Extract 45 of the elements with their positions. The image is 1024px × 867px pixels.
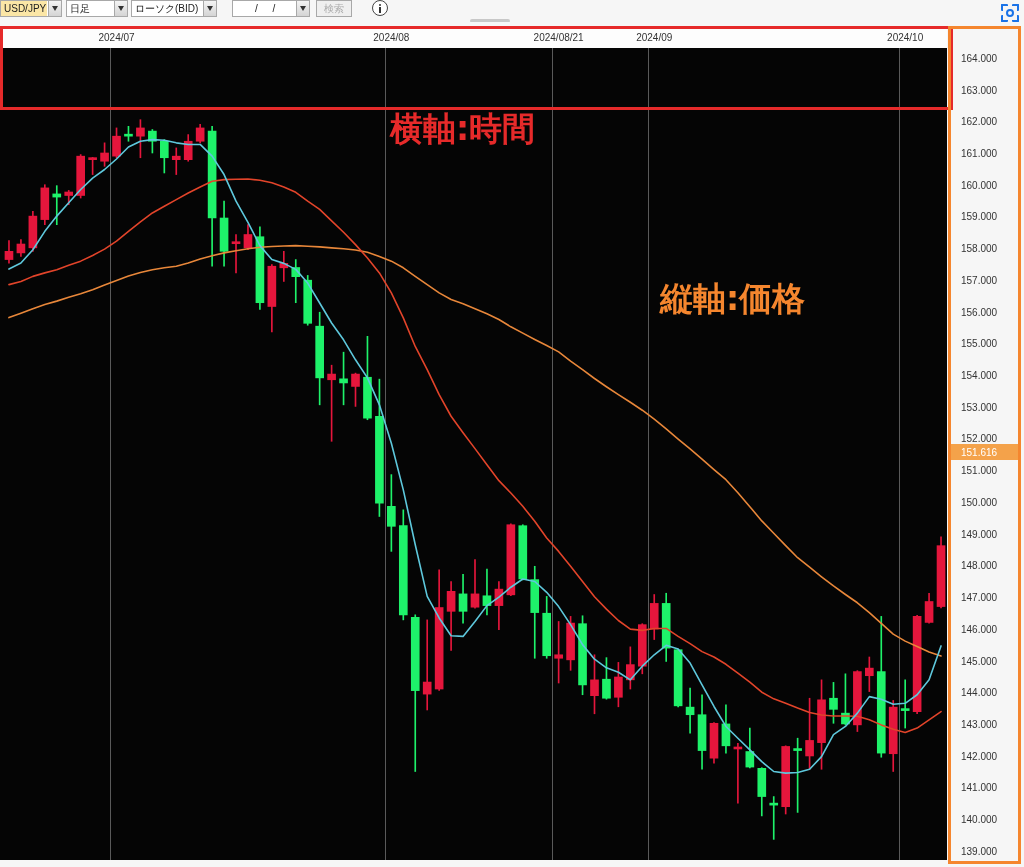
y-tick-label: 159.000 (961, 211, 998, 223)
y-tick-label: 157.000 (961, 274, 998, 286)
y-tick-label: 151.000 (961, 465, 998, 477)
y-tick-label: 160.000 (961, 179, 998, 191)
y-tick-label: 164.000 (961, 52, 998, 64)
candlestick (900, 679, 910, 729)
y-tick-label: 163.000 (961, 84, 998, 96)
y-tick-label: 161.000 (961, 148, 998, 160)
date-field: / / (232, 0, 310, 17)
chart-title: USD/JPY (4, 2, 47, 15)
x-tick-label: 2024/10 (887, 31, 924, 43)
dropdown: ローソク(BID) (131, 0, 217, 17)
x-tick-label: 2024/07 (98, 31, 136, 43)
y-tick-label: 154.000 (961, 370, 998, 382)
y-tick-label: 140.000 (961, 814, 998, 826)
y-tick-label: 147.000 (961, 592, 998, 604)
candlestick (865, 656, 874, 692)
x-tick-label: 2024/08/21 (533, 31, 585, 43)
x-tick-label: 2024/08 (373, 31, 410, 43)
candlestick (231, 234, 241, 274)
y-tick-label: 158.000 (961, 243, 998, 255)
y-tick-label: 145.000 (961, 655, 998, 667)
y-tick-label: 149.000 (961, 528, 998, 540)
annotation: 横軸:時間 (389, 109, 536, 148)
y-tick-label: 141.000 (961, 782, 998, 794)
y-tick-label: 152.000 (961, 433, 998, 445)
y-tick-label: 153.000 (961, 401, 998, 413)
y-tick-label: 139.000 (961, 845, 998, 857)
annotation: 縦軸:価格 (659, 279, 806, 318)
text: 151.616 (961, 446, 998, 458)
y-tick-label: 142.000 (961, 750, 998, 762)
search-button: 検索 (316, 0, 352, 17)
x-tick-label: 2024/09 (636, 31, 673, 43)
candlestick (422, 619, 432, 711)
dropdown: 日足 (66, 0, 128, 17)
y-tick-label: 143.000 (961, 718, 998, 730)
y-tick-label: 148.000 (961, 560, 998, 572)
y-tick-label: 144.000 (961, 687, 998, 699)
y-tick-label: 146.000 (961, 623, 998, 635)
candlestick (171, 147, 181, 175)
y-tick-label: 162.000 (961, 116, 998, 128)
dropdown: USD/JPY (0, 0, 62, 17)
y-tick-label: 155.000 (961, 338, 998, 350)
y-tick-label: 156.000 (961, 306, 998, 318)
y-tick-label: 150.000 (961, 496, 998, 508)
